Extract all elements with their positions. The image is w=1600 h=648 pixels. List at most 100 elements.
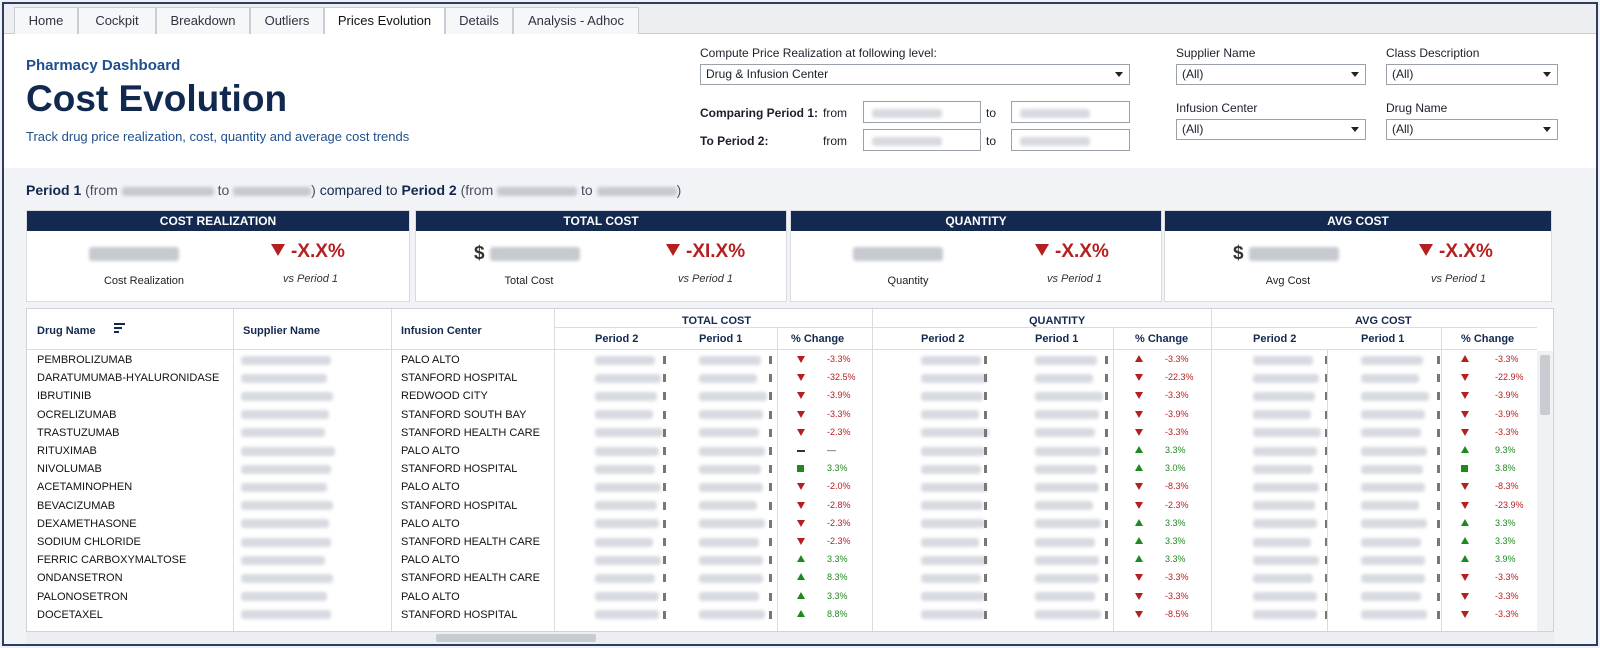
tab-prices-evolution[interactable]: Prices Evolution xyxy=(324,7,445,35)
tab-home[interactable]: Home xyxy=(14,7,78,34)
pct-change-value: -2.0% xyxy=(827,481,851,492)
infusion-center-cell: STANFORD HEALTH CARE xyxy=(401,572,540,585)
triangle-up-icon xyxy=(1461,555,1469,563)
mini-bar xyxy=(769,501,772,510)
table-row[interactable]: ACETAMINOPHEN PALO ALTO -2.0% -8.3% xyxy=(27,478,1537,496)
subheader-pct[interactable]: % Change xyxy=(1135,333,1189,345)
col-drug-name[interactable]: Drug Name xyxy=(37,325,96,337)
period2-to-label: to xyxy=(986,134,997,148)
subheader-period2[interactable]: Period 2 xyxy=(1253,333,1297,345)
compared-text: compared to xyxy=(319,182,398,198)
infusion-center-cell: PALO ALTO xyxy=(401,554,460,567)
mini-bar xyxy=(769,428,772,437)
close-paren: ) xyxy=(676,182,682,198)
subheader-period2[interactable]: Period 2 xyxy=(921,333,965,345)
pct-change-value: -3.3% xyxy=(1165,354,1189,364)
period1-to-input[interactable] xyxy=(1011,101,1130,123)
table-row[interactable]: NIVOLUMAB STANFORD HOSPITAL 3.3% 3.0% xyxy=(27,460,1537,478)
mini-bar xyxy=(1105,592,1108,601)
infusion-center-cell: PALO ALTO xyxy=(401,590,460,603)
tab-cockpit[interactable]: Cockpit xyxy=(78,7,156,34)
period1-value xyxy=(1035,481,1099,493)
group-avg-cost: AVG COST xyxy=(1355,315,1412,327)
kpi-title: COST REALIZATION xyxy=(27,211,409,231)
tab-outliers[interactable]: Outliers xyxy=(250,7,324,34)
pct-change-value: 8.8% xyxy=(827,608,848,619)
vertical-scrollbar[interactable] xyxy=(1537,351,1553,631)
table-row[interactable]: FERRIC CARBOXYMALTOSE PALO ALTO 3.3% 3.3… xyxy=(27,551,1537,569)
table-row[interactable]: DARATUMUMAB-HYALURONIDASE STANFORD HOSPI… xyxy=(27,369,1537,387)
triangle-up-icon xyxy=(1135,518,1143,526)
period1-value xyxy=(1035,445,1101,457)
period2-from-input[interactable] xyxy=(863,129,981,151)
period2-value xyxy=(595,572,655,584)
subheader-pct[interactable]: % Change xyxy=(1461,333,1515,345)
drug-name-cell: DEXAMETHASONE xyxy=(37,517,137,530)
scrollbar-thumb[interactable] xyxy=(1540,355,1550,415)
triangle-down-icon xyxy=(1135,592,1143,600)
table-row[interactable]: DEXAMETHASONE PALO ALTO -2.3% 3.3% xyxy=(27,515,1537,533)
period1-value xyxy=(1035,554,1099,566)
tab-breakdown[interactable]: Breakdown xyxy=(156,7,250,34)
pct-change-value: -3.3% xyxy=(827,408,851,419)
grid-line xyxy=(1327,349,1328,631)
supplier-cell xyxy=(241,536,331,548)
pct-change-value: -2.3% xyxy=(827,517,851,528)
table-row[interactable]: BEVACIZUMAB STANFORD HOSPITAL -2.8% -2.3… xyxy=(27,497,1537,515)
table-row[interactable]: PALONOSETRON PALO ALTO 3.3% -3.3% xyxy=(27,588,1537,606)
period2-label: To Period 2: xyxy=(700,134,769,148)
subheader-period2[interactable]: Period 2 xyxy=(595,333,639,345)
period1-value xyxy=(1035,500,1093,512)
table-row[interactable]: RITUXIMAB PALO ALTO — 3.3% xyxy=(27,442,1537,460)
supplier-cell xyxy=(241,445,335,457)
supplier-cell xyxy=(241,354,331,366)
compute-level-select[interactable]: Drug & Infusion Center xyxy=(700,64,1130,85)
sort-icon[interactable] xyxy=(114,323,125,335)
mini-bar xyxy=(769,610,772,619)
class-filter-select[interactable]: (All) xyxy=(1386,64,1558,85)
drug-name-cell: DARATUMUMAB-HYALURONIDASE xyxy=(37,372,220,385)
kpi-value: $ xyxy=(474,243,580,265)
subheader-period1[interactable]: Period 1 xyxy=(1361,333,1405,345)
period2-value xyxy=(921,500,983,512)
period1-value xyxy=(699,372,757,384)
subheader-period1[interactable]: Period 1 xyxy=(1035,333,1079,345)
table-row[interactable]: OCRELIZUMAB STANFORD SOUTH BAY -3.3% -3.… xyxy=(27,406,1537,424)
period1-value xyxy=(699,409,763,421)
supplier-filter-select[interactable]: (All) xyxy=(1176,64,1366,85)
kpi-change-value: -X.X% xyxy=(1055,241,1109,262)
subheader-pct[interactable]: % Change xyxy=(791,333,845,345)
mini-bar xyxy=(663,428,666,437)
tab-analysis-adhoc[interactable]: Analysis - Adhoc xyxy=(513,7,639,34)
period1-from-input[interactable] xyxy=(863,101,981,123)
mini-bar xyxy=(769,556,772,565)
scrollbar-thumb[interactable] xyxy=(436,634,596,642)
col-supplier-name[interactable]: Supplier Name xyxy=(243,325,321,337)
table-row[interactable]: IBRUTINIB REDWOOD CITY -3.9% -3.3% xyxy=(27,387,1537,405)
center-filter-select[interactable]: (All) xyxy=(1176,119,1366,140)
table-row[interactable]: SODIUM CHLORIDE STANFORD HEALTH CARE -2.… xyxy=(27,533,1537,551)
period2-value xyxy=(921,445,985,457)
pct-change-value: -8.3% xyxy=(1165,481,1189,492)
horizontal-scrollbar[interactable] xyxy=(26,632,1554,644)
period1-label: Comparing Period 1: xyxy=(700,106,819,120)
col-infusion-center[interactable]: Infusion Center xyxy=(401,325,482,337)
period1-value xyxy=(1035,354,1097,366)
infusion-center-cell: STANFORD HOSPITAL xyxy=(401,608,518,621)
table-row[interactable]: ONDANSETRON STANFORD HEALTH CARE 8.3% -3… xyxy=(27,569,1537,587)
table-row[interactable]: DOCETAXEL STANFORD HOSPITAL 8.8% -8.5% xyxy=(27,606,1537,624)
subheader-period1[interactable]: Period 1 xyxy=(699,333,743,345)
chevron-down-icon xyxy=(1543,127,1551,132)
table-row[interactable]: PEMBROLIZUMAB PALO ALTO -3.3% -3.3% xyxy=(27,351,1537,369)
period2-to-input[interactable] xyxy=(1011,129,1130,151)
drug-name-cell: IBRUTINIB xyxy=(37,390,92,403)
pct-change-value: 3.0% xyxy=(1165,463,1186,474)
period1-value xyxy=(1035,409,1099,421)
table-row[interactable]: TRASTUZUMAB STANFORD HEALTH CARE -2.3% -… xyxy=(27,424,1537,442)
tab-details[interactable]: Details xyxy=(445,7,513,34)
supplier-cell xyxy=(241,481,327,493)
triangle-down-icon xyxy=(1135,574,1143,582)
drug-filter-select[interactable]: (All) xyxy=(1386,119,1558,140)
kpi-change-value: -X.X% xyxy=(1439,241,1493,262)
supplier-cell xyxy=(241,554,325,566)
